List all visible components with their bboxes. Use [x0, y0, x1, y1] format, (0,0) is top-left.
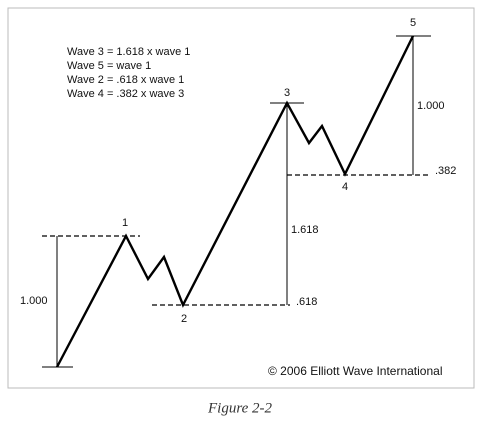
measure-label: 1.000: [417, 100, 445, 112]
measure-label: .618: [296, 296, 317, 308]
wave-label: 3: [284, 87, 290, 99]
wave-label: 5: [410, 17, 416, 29]
notes: Wave 3 = 1.618 x wave 1 Wave 5 = wave 1 …: [67, 46, 190, 100]
note: Wave 5 = wave 1: [67, 60, 151, 72]
wave-label: 1: [122, 217, 128, 229]
caption: Figure 2-2: [207, 400, 273, 416]
wave-path: [55, 35, 415, 368]
guides: [42, 35, 431, 368]
note: Wave 4 = .382 x wave 3: [67, 88, 184, 100]
measure-label: 1.618: [291, 224, 319, 236]
copyright: © 2006 Elliott Wave International: [268, 364, 443, 378]
wave-label: 2: [181, 313, 187, 325]
measure-labels: 1.000 1.618 .618 1.000 .382: [20, 100, 456, 308]
wave-labels: 1 2 3 4 5: [122, 17, 416, 325]
measure-label: 1.000: [20, 295, 48, 307]
measure-label: .382: [435, 165, 456, 177]
note: Wave 2 = .618 x wave 1: [67, 74, 184, 86]
note: Wave 3 = 1.618 x wave 1: [67, 46, 190, 58]
wave-label: 4: [342, 181, 348, 193]
